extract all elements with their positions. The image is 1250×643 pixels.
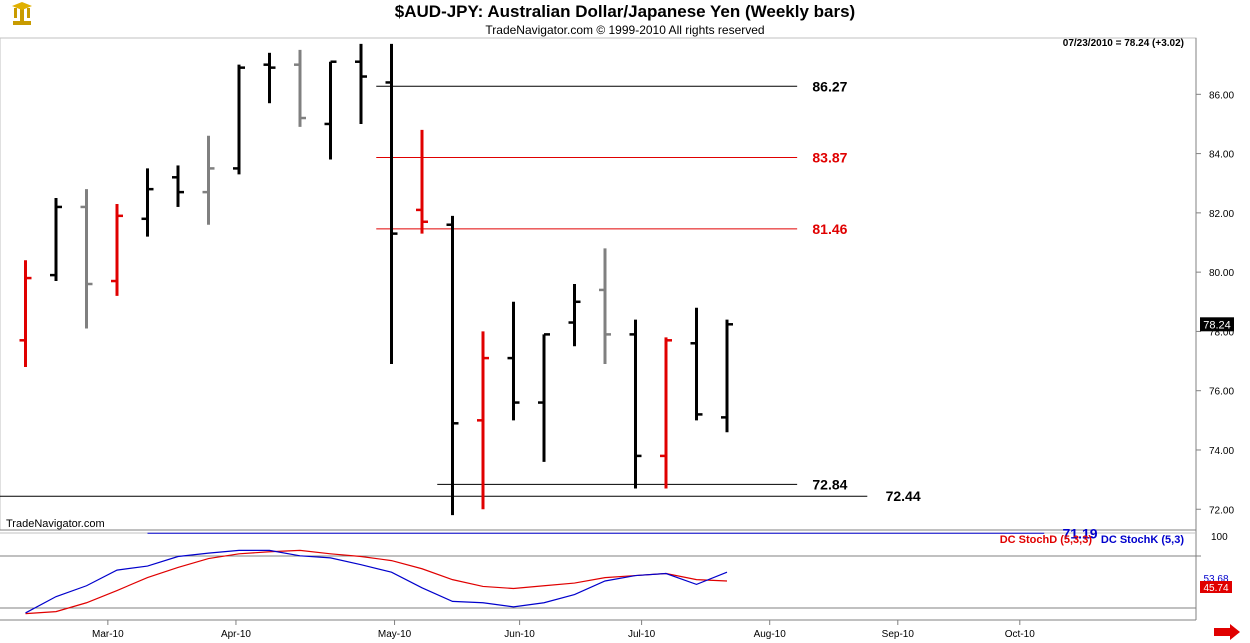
price-layer: 86.27 83.87 81.46 72.84 72.44 71.19 — [0, 43, 1098, 541]
x-tick-label: Jul-10 — [628, 629, 656, 640]
ohlc-bar — [19, 260, 32, 367]
ohlc-bar — [721, 319, 733, 433]
stochastic-panel — [0, 549, 1201, 615]
watermark: TradeNavigator.com — [6, 518, 105, 530]
ohlc-bar — [416, 129, 428, 234]
ohlc-bar — [324, 60, 337, 160]
ohlc-bar — [507, 301, 520, 421]
x-tick-label: Apr-10 — [221, 629, 251, 640]
level-label: 72.44 — [886, 488, 921, 504]
stoch-d-tag — [1200, 581, 1232, 593]
ohlc-bar — [111, 203, 123, 296]
stoch-d-last: 45.74 — [1203, 583, 1228, 594]
x-tick-label: Mar-10 — [92, 629, 124, 640]
stoch-series-line — [25, 549, 728, 614]
x-tick-label: Jun-10 — [504, 629, 535, 640]
y-tick-label: 78.00 — [1209, 327, 1234, 338]
logo-icon — [12, 2, 32, 25]
ohlc-bar — [263, 52, 276, 104]
time-axis: Mar-10 Apr-10 May-10 Jun-10 Jul-10 Aug-10 Sep-… — [92, 620, 1035, 640]
stoch-series-line — [25, 549, 728, 615]
last-quote: 07/23/2010 = 78.24 (+3.02) — [1063, 38, 1184, 49]
ohlc-bar — [660, 337, 672, 489]
ohlc-bar — [355, 43, 367, 124]
ohlc-bar — [141, 168, 154, 237]
y-tick-label: 72.00 — [1209, 505, 1234, 516]
ohlc-bar — [385, 43, 398, 365]
level-label: 86.27 — [812, 78, 847, 94]
level-label: 81.46 — [812, 221, 847, 237]
copyright-subtitle: TradeNavigator.com © 1999-2010 All right… — [485, 23, 764, 37]
x-tick-label: Oct-10 — [1005, 629, 1035, 640]
ohlc-bar — [233, 64, 245, 175]
y-tick-label: 86.00 — [1209, 90, 1234, 101]
stoch-k-tag — [1200, 572, 1232, 583]
stoch-d-legend: DC StochD (5,3,3) — [1000, 534, 1093, 546]
ohlc-bar — [50, 198, 62, 282]
ohlc-bar — [599, 248, 611, 365]
x-tick-label: Sep-10 — [882, 629, 915, 640]
y-tick-label: 76.00 — [1209, 387, 1234, 398]
last-price-tag — [1200, 317, 1234, 332]
x-tick-label: May-10 — [378, 629, 412, 640]
y-tick-label: 74.00 — [1209, 446, 1234, 457]
ohlc-bar — [568, 284, 581, 347]
x-tick-label: Aug-10 — [754, 629, 787, 640]
ohlc-bar — [202, 135, 215, 225]
price-axis: 86.00 84.00 82.00 80.00 78.00 76.00 74.00 72.00 — [1196, 90, 1234, 516]
level-label: 72.84 — [812, 476, 847, 492]
ohlc-bar — [172, 165, 184, 207]
y-tick-label: 80.00 — [1209, 268, 1234, 279]
stoch-k-legend: DC StochK (5,3) — [1101, 534, 1184, 546]
level-label: 83.87 — [812, 149, 847, 165]
level-label: 71.19 — [1063, 525, 1098, 541]
y-tick-label: 84.00 — [1209, 150, 1234, 161]
ohlc-bar — [690, 307, 703, 421]
ohlc-bar — [80, 189, 93, 329]
ohlc-bar — [538, 333, 550, 462]
price-panel-frame — [0, 37, 1197, 531]
stoch-axis-100: 100 — [1211, 532, 1228, 543]
right-arrow-icon[interactable] — [1214, 624, 1240, 640]
last-price-label: 78.24 — [1203, 319, 1231, 331]
y-tick-label: 82.00 — [1209, 209, 1234, 220]
ohlc-bar — [477, 331, 489, 510]
ohlc-bar — [446, 215, 459, 516]
ohlc-bar — [629, 319, 642, 489]
stoch-k-last: 53.68 — [1203, 574, 1228, 585]
chart-title: $AUD-JPY: Australian Dollar/Japanese Yen… — [395, 2, 855, 21]
ohlc-bar — [294, 49, 306, 127]
